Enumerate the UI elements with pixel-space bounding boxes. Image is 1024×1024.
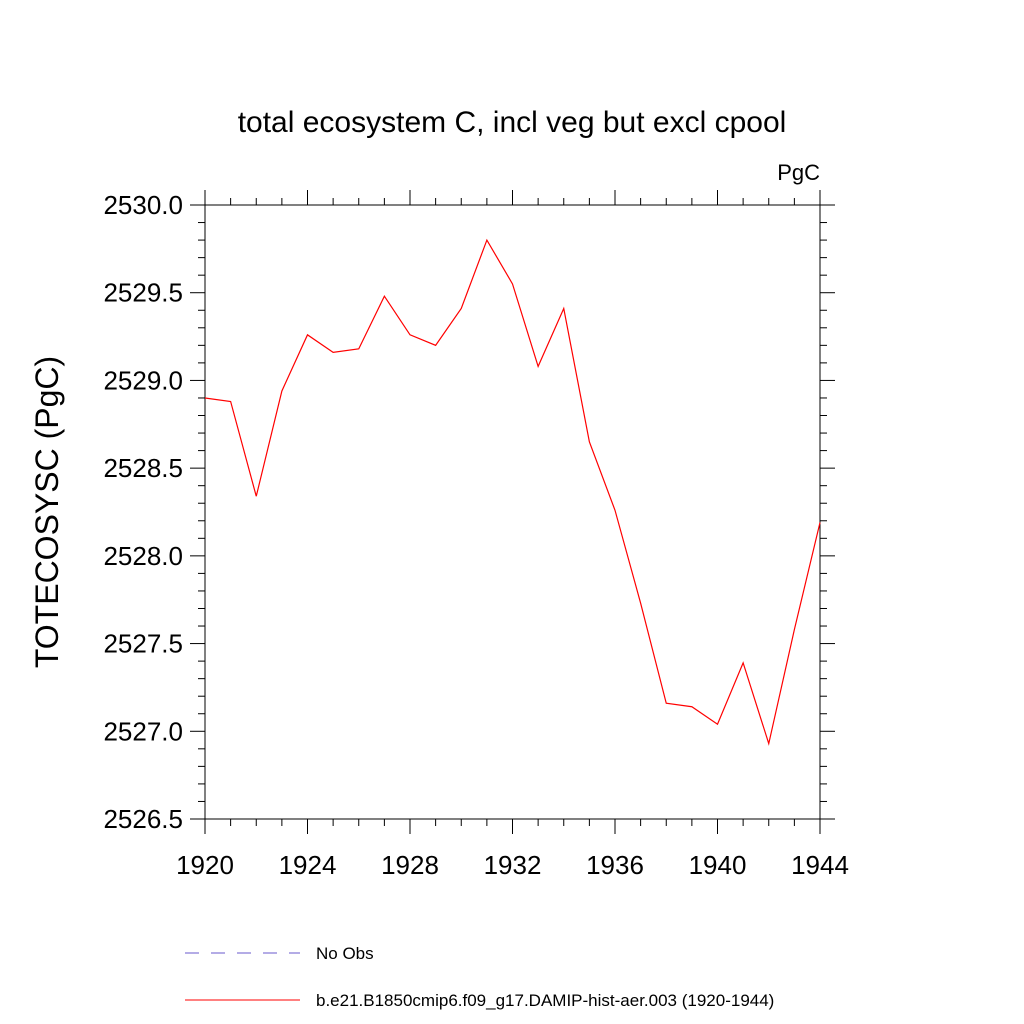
y-tick-label: 2529.5 — [103, 278, 183, 308]
y-tick-label: 2526.5 — [103, 804, 183, 834]
y-tick-label: 2528.0 — [103, 541, 183, 571]
axis-ticks — [190, 190, 835, 834]
units-label: PgC — [777, 160, 820, 185]
y-tick-label: 2530.0 — [103, 190, 183, 220]
y-tick-label: 2528.5 — [103, 453, 183, 483]
legend-label-no-obs: No Obs — [316, 944, 374, 963]
x-tick-label: 1932 — [484, 850, 542, 880]
y-tick-label: 2527.0 — [103, 716, 183, 746]
x-tick-label: 1944 — [791, 850, 849, 880]
x-tick-labels: 1920 1924 1928 1932 1936 1940 1944 — [176, 850, 849, 880]
x-tick-label: 1936 — [586, 850, 644, 880]
series-line — [204, 238, 821, 746]
x-tick-label: 1924 — [279, 850, 337, 880]
chart-title: total ecosystem C, incl veg but excl cpo… — [238, 106, 787, 139]
x-tick-label: 1920 — [176, 850, 234, 880]
legend: No Obs b.e21.B1850cmip6.f09_g17.DAMIP-hi… — [185, 944, 774, 1010]
plot-frame — [204, 204, 821, 820]
series-group — [204, 238, 821, 746]
legend-label-model: b.e21.B1850cmip6.f09_g17.DAMIP-hist-aer.… — [316, 991, 774, 1010]
x-tick-label: 1940 — [689, 850, 747, 880]
y-tick-label: 2529.0 — [103, 365, 183, 395]
y-tick-label: 2527.5 — [103, 629, 183, 659]
x-tick-label: 1928 — [381, 850, 439, 880]
y-axis-label: TOTECOSYSC (PgC) — [29, 356, 65, 668]
y-tick-labels: 2530.0 2529.5 2529.0 2528.5 2528.0 2527.5 2527… — [103, 190, 183, 834]
